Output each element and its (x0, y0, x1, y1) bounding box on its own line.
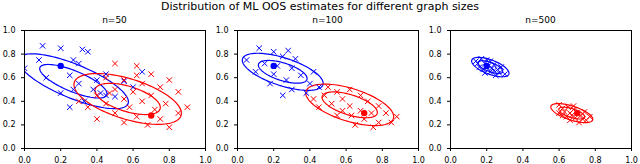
svg-text:1.0: 1.0 (625, 156, 638, 164)
svg-text:0.4: 0.4 (429, 97, 442, 106)
svg-text:0.2: 0.2 (216, 120, 229, 129)
svg-text:0.0: 0.0 (216, 144, 229, 153)
svg-text:0.4: 0.4 (3, 97, 16, 106)
svg-text:0.4: 0.4 (517, 156, 530, 164)
svg-text:0.2: 0.2 (54, 156, 67, 164)
svg-text:1.0: 1.0 (216, 26, 229, 35)
svg-text:0.2: 0.2 (429, 120, 442, 129)
svg-text:0.6: 0.6 (429, 73, 442, 82)
svg-text:0.2: 0.2 (3, 120, 16, 129)
svg-text:0.0: 0.0 (444, 156, 457, 164)
svg-text:1.0: 1.0 (3, 26, 16, 35)
html-text:n=50: n=50 (102, 15, 127, 25)
svg-text:0.6: 0.6 (3, 73, 16, 82)
svg-text:0.0: 0.0 (3, 144, 16, 153)
svg-text:0.4: 0.4 (91, 156, 104, 164)
svg-text:0.8: 0.8 (429, 50, 442, 59)
svg-text:0.6: 0.6 (127, 156, 140, 164)
svg-text:0.2: 0.2 (267, 156, 280, 164)
svg-text:1.0: 1.0 (199, 156, 212, 164)
svg-text:0.4: 0.4 (304, 156, 317, 164)
html-text:n=100: n=100 (312, 15, 343, 25)
svg-text:0.8: 0.8 (376, 156, 389, 164)
html-text:Distribution of ML OOS estimat: Distribution of ML OOS estimates for dif… (161, 0, 479, 13)
svg-text:0.6: 0.6 (340, 156, 353, 164)
svg-text:0.8: 0.8 (216, 50, 229, 59)
svg-text:0.0: 0.0 (231, 156, 244, 164)
svg-text:0.8: 0.8 (589, 156, 602, 164)
svg-text:0.6: 0.6 (553, 156, 566, 164)
svg-text:1.0: 1.0 (429, 26, 442, 35)
svg-text:0.6: 0.6 (216, 73, 229, 82)
html-text:n=500: n=500 (525, 15, 556, 25)
svg-text:1.0: 1.0 (412, 156, 425, 164)
svg-text:0.0: 0.0 (429, 144, 442, 153)
svg-text:0.8: 0.8 (163, 156, 176, 164)
svg-text:0.4: 0.4 (216, 97, 229, 106)
svg-text:0.8: 0.8 (3, 50, 16, 59)
svg-text:0.0: 0.0 (18, 156, 31, 164)
svg-text:0.2: 0.2 (480, 156, 493, 164)
